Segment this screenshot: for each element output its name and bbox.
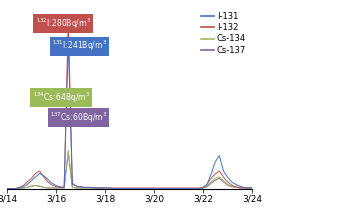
Text: $^{132}$I:280Bq/m$^3$: $^{132}$I:280Bq/m$^3$ bbox=[36, 16, 91, 31]
Text: $^{137}$Cs:60Bq/m$^3$: $^{137}$Cs:60Bq/m$^3$ bbox=[50, 110, 107, 124]
Text: $^{134}$Cs:64Bq/m$^3$: $^{134}$Cs:64Bq/m$^3$ bbox=[33, 91, 90, 105]
Legend: I-131, I-132, Cs-134, Cs-137: I-131, I-132, Cs-134, Cs-137 bbox=[199, 11, 248, 56]
Text: $^{131}$I:241Bq/m$^3$: $^{131}$I:241Bq/m$^3$ bbox=[52, 39, 107, 53]
